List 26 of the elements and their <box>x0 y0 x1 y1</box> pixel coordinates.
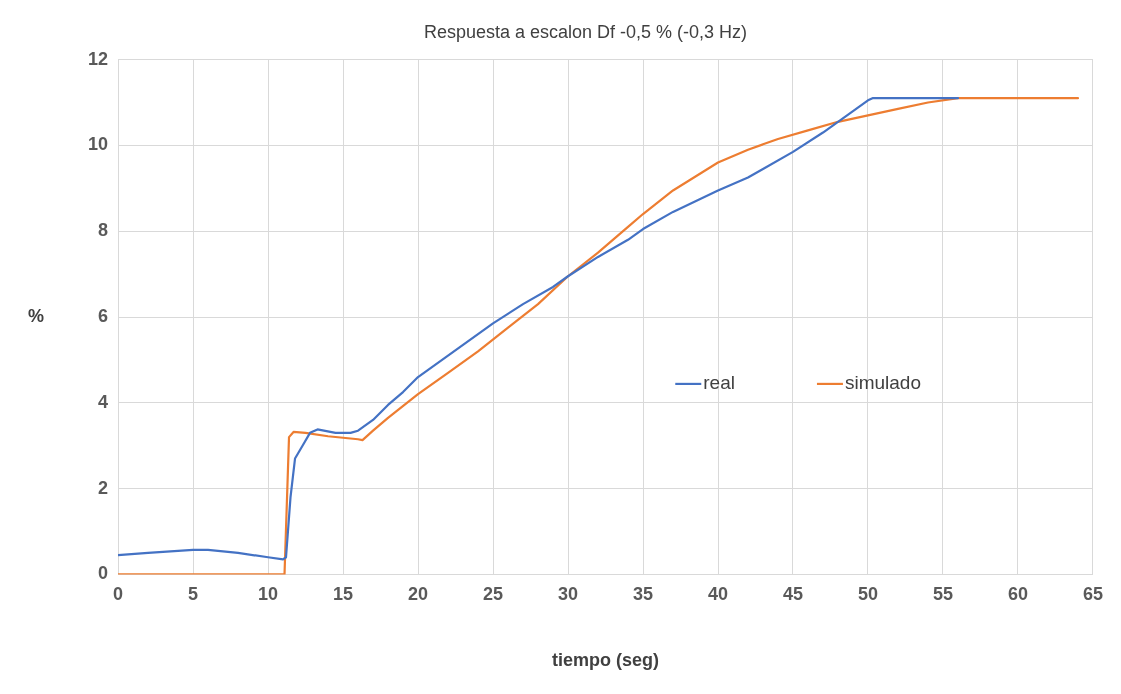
x-tick-label: 25 <box>482 584 504 605</box>
x-tick-label: 45 <box>782 584 804 605</box>
x-tick-label: 40 <box>707 584 729 605</box>
x-tick-label: 55 <box>932 584 954 605</box>
chart-title: Respuesta a escalon Df -0,5 % (-0,3 Hz) <box>423 21 748 42</box>
y-tick-label: 2 <box>98 477 109 498</box>
y-tick-label: 10 <box>87 134 109 155</box>
x-tick-label: 50 <box>857 584 879 605</box>
x-tick-label: 15 <box>333 584 354 605</box>
x-tick-label: 65 <box>1082 584 1103 605</box>
legend-label: real <box>703 372 735 394</box>
x-tick-label: 20 <box>408 584 429 605</box>
x-tick-label: 60 <box>1007 584 1029 605</box>
y-tick-label: 8 <box>98 220 109 241</box>
x-tick-label: 30 <box>557 584 579 605</box>
y-axis-title: % <box>27 305 45 326</box>
y-tick-label: 0 <box>98 563 109 584</box>
y-tick-label: 4 <box>98 391 109 412</box>
legend-label: simulado <box>844 372 921 394</box>
x-axis-title: tiempo (seg) <box>552 649 660 670</box>
x-tick-label: 10 <box>258 584 279 605</box>
x-tick-label: 5 <box>188 584 199 605</box>
x-tick-label: 0 <box>113 584 124 605</box>
x-tick-label: 35 <box>632 584 654 605</box>
y-tick-label: 12 <box>87 48 109 69</box>
y-tick-label: 6 <box>98 305 109 326</box>
